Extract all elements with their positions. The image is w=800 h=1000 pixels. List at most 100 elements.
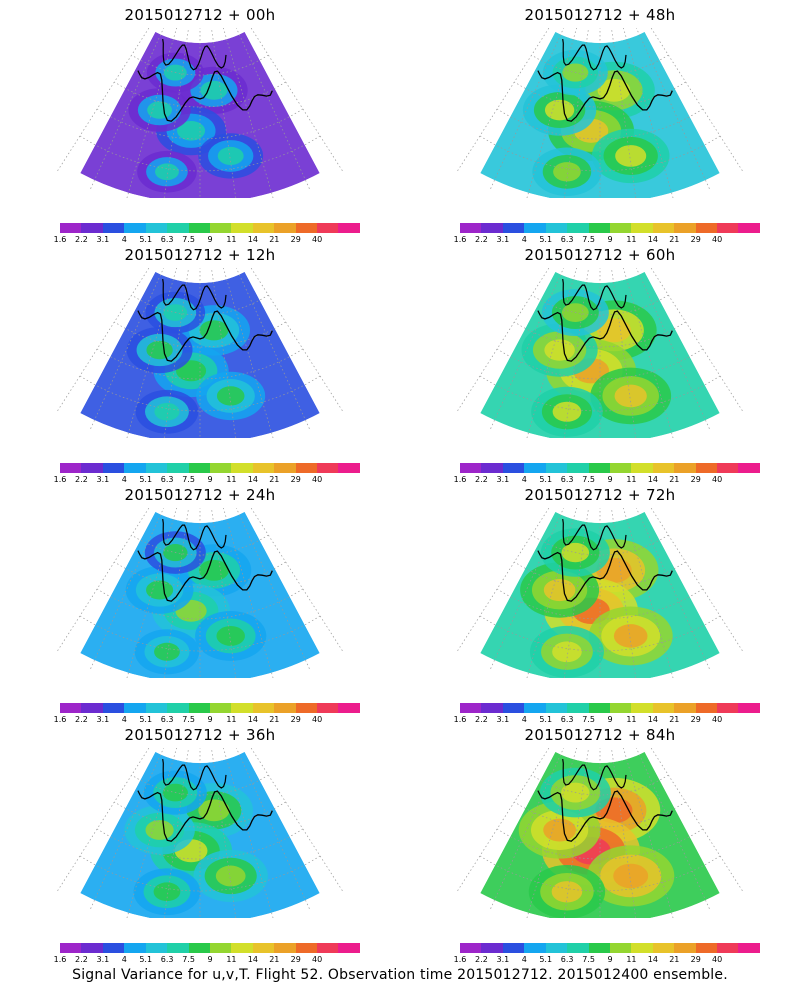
colorbar-tick-label: 1.6 — [53, 715, 67, 724]
colorbar-swatch — [545, 463, 568, 473]
variance-contour — [613, 863, 649, 889]
colorbar-swatch — [167, 463, 189, 473]
colorbar-swatch — [738, 943, 760, 953]
colorbar-tick-label: 9 — [607, 475, 613, 484]
variance-field — [480, 271, 720, 438]
colorbar-tick-label: 1.6 — [453, 235, 467, 244]
colorbar-tick-label: 1.6 — [53, 475, 67, 484]
colorbar-swatch — [231, 703, 253, 713]
colorbar-swatch — [588, 703, 610, 713]
colorbar-swatch — [317, 463, 339, 473]
colorbar-swatch — [524, 703, 546, 713]
colorbar-tick-label: 6.3 — [560, 235, 574, 244]
colorbar-swatch — [695, 703, 718, 713]
colorbar-tick-label: 9 — [207, 235, 213, 244]
coastline — [562, 759, 627, 791]
colorbar-swatch — [231, 223, 253, 233]
colorbar-swatch — [188, 463, 210, 473]
colorbar-swatch — [295, 943, 318, 953]
colorbar-tick-label: 29 — [690, 955, 701, 964]
colorbar-tick-label: 6.3 — [160, 955, 174, 964]
colorbar-swatch — [81, 463, 103, 473]
variance-contour — [217, 146, 244, 166]
colorbar-swatch — [188, 223, 210, 233]
variance-contour — [544, 339, 575, 361]
variance-contour — [147, 101, 173, 119]
colorbar-tick-label: 11 — [626, 955, 637, 964]
colorbar-swatch — [695, 943, 718, 953]
variance-contour — [198, 799, 230, 822]
colorbar — [60, 943, 360, 953]
colorbar-tick-label: 2.2 — [475, 475, 488, 484]
colorbar-tick-label: 2.2 — [75, 475, 88, 484]
colorbar-swatch — [102, 463, 125, 473]
map-panel: 2015012712 + 72h 1.6 2.2 3.1 4 5.1 6.3 7.5 9 11 1… — [400, 480, 800, 724]
colorbar-swatch — [60, 943, 82, 953]
colorbar-swatch — [567, 943, 589, 953]
variance-contour — [597, 78, 631, 102]
colorbar-tick-label: 11 — [626, 715, 637, 724]
colorbar-swatch — [652, 943, 675, 953]
colorbar-swatch — [695, 463, 718, 473]
colorbar-swatch — [338, 463, 360, 473]
colorbar-tick-label: 5.1 — [539, 955, 553, 964]
variance-contour — [552, 641, 582, 663]
colorbar-tick-label: 6.3 — [160, 475, 174, 484]
colorbar-swatch — [652, 703, 675, 713]
colorbar-tick-label: 14 — [647, 475, 658, 484]
coastline — [537, 790, 673, 842]
colorbar-tick-label: 21 — [669, 475, 680, 484]
variance-contour — [146, 580, 174, 600]
latitude-gridline — [531, 774, 669, 796]
colorbar-tick-label: 14 — [247, 955, 258, 964]
variance-map — [456, 28, 744, 198]
colorbar-swatch — [274, 463, 296, 473]
colorbar-swatch — [295, 463, 318, 473]
colorbar-tick-label: 40 — [712, 715, 723, 724]
colorbar-swatch — [145, 943, 168, 953]
colorbar-swatch — [481, 703, 503, 713]
colorbar-swatch — [60, 223, 82, 233]
colorbar-tick-label: 9 — [207, 715, 213, 724]
colorbar-tick-label: 5.1 — [139, 235, 153, 244]
colorbar-swatch — [545, 943, 568, 953]
colorbar-tick-label: 2.2 — [475, 715, 488, 724]
colorbar-swatch — [502, 703, 525, 713]
colorbar-swatch — [124, 943, 146, 953]
colorbar-swatch — [717, 223, 739, 233]
colorbar-tick-label: 29 — [690, 235, 701, 244]
variance-map — [56, 268, 344, 438]
colorbar-swatch — [674, 463, 696, 473]
colorbar-swatch — [695, 223, 718, 233]
colorbar-tick-label: 1.6 — [453, 475, 467, 484]
colorbar-tick-label: 4 — [521, 235, 527, 244]
latitude-gridline — [496, 828, 704, 860]
coastline — [137, 310, 273, 362]
colorbar-swatch — [717, 703, 739, 713]
panel-title: 2015012712 + 00h — [124, 6, 276, 24]
variance-contour — [613, 624, 648, 648]
colorbar-swatch — [252, 463, 275, 473]
colorbar-swatch — [460, 223, 482, 233]
map-panel: 2015012712 + 24h 1.6 2.2 3.1 4 5.1 6.3 7.5 9 11 1… — [0, 480, 400, 724]
colorbar-tick-label: 29 — [290, 475, 301, 484]
colorbar-tick-label: 29 — [290, 235, 301, 244]
colorbar-swatch — [188, 703, 210, 713]
colorbar-tick-label: 2.2 — [75, 235, 88, 244]
colorbar-tick-label: 5.1 — [139, 955, 153, 964]
coastline — [537, 310, 673, 362]
latitude-gridline — [514, 801, 686, 828]
panel-title: 2015012712 + 12h — [124, 246, 276, 264]
variance-field — [480, 511, 720, 678]
colorbar-tick-label: 40 — [712, 955, 723, 964]
colorbar-tick-label: 29 — [690, 715, 701, 724]
colorbar-swatch — [738, 463, 760, 473]
variance-contour — [155, 163, 179, 181]
colorbar-swatch — [252, 223, 275, 233]
colorbar-labels: 1.6 2.2 3.1 4 5.1 6.3 7.5 9 11 14 21 29 40 — [454, 235, 760, 245]
colorbar-tick-label: 21 — [669, 715, 680, 724]
colorbar-swatch — [524, 463, 546, 473]
variance-field — [480, 31, 720, 198]
colorbar-swatch — [124, 223, 146, 233]
colorbar-tick-label: 14 — [247, 715, 258, 724]
